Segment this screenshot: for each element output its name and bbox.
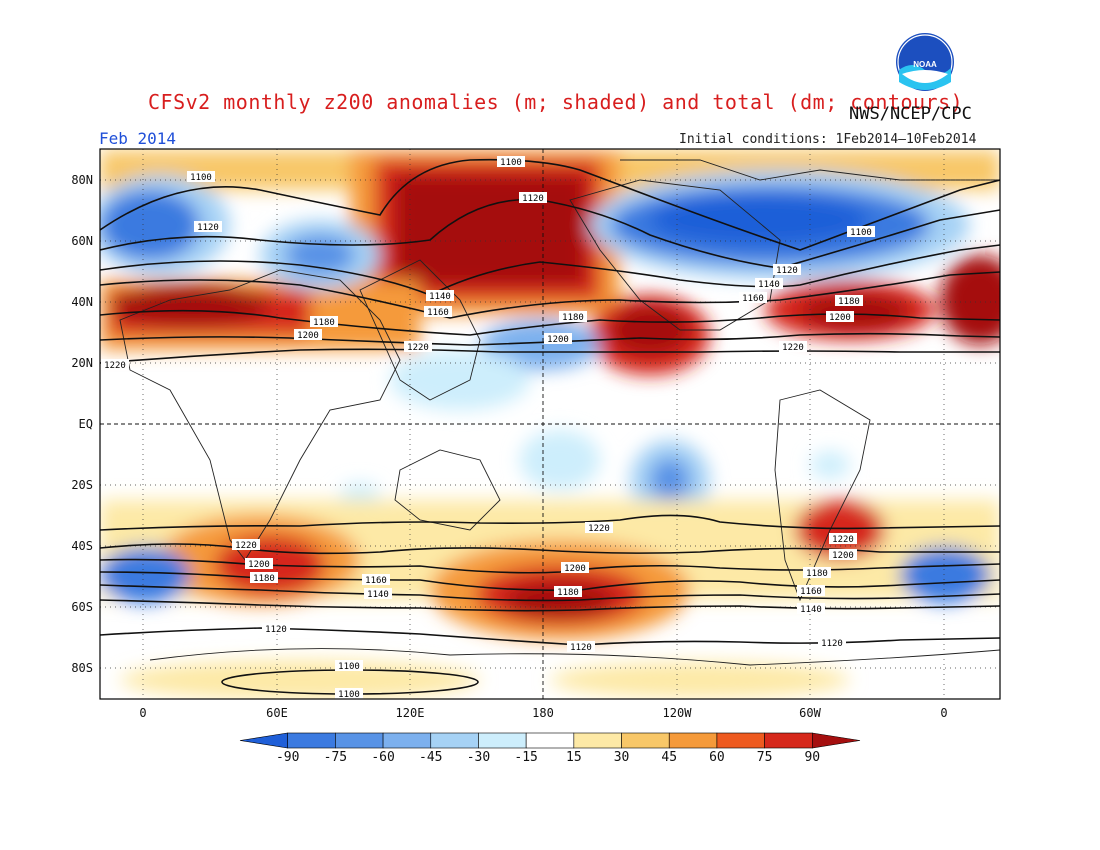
svg-text:1180: 1180 <box>838 297 860 307</box>
lat-label: 20S <box>71 478 93 492</box>
colorbar-swatch <box>716 732 765 749</box>
svg-text:1120: 1120 <box>776 266 798 276</box>
svg-text:1100: 1100 <box>850 228 872 238</box>
svg-text:1180: 1180 <box>806 569 828 579</box>
lat-label: 40N <box>71 295 93 309</box>
colorbar-swatch <box>478 732 527 749</box>
svg-text:1220: 1220 <box>235 541 257 551</box>
svg-text:1100: 1100 <box>500 158 522 168</box>
svg-text:1160: 1160 <box>427 308 449 318</box>
colorbar-swatch <box>764 732 813 749</box>
svg-text:1200: 1200 <box>564 564 586 574</box>
svg-text:1140: 1140 <box>800 605 822 615</box>
colorbar-label: 45 <box>661 750 678 765</box>
lat-label: EQ <box>78 417 93 431</box>
coastlines <box>119 159 1000 666</box>
colorbar-label: -75 <box>323 750 348 765</box>
colorbar-label: -45 <box>419 750 443 765</box>
colorbar <box>239 732 861 749</box>
svg-text:1100: 1100 <box>338 690 360 700</box>
colorbar-label: 75 <box>756 750 773 765</box>
svg-text:1200: 1200 <box>297 331 319 341</box>
reference-lines <box>100 149 1000 699</box>
colorbar-swatch <box>668 732 718 749</box>
chart-title: CFSv2 monthly z200 anomalies (m; shaded)… <box>148 90 964 114</box>
svg-text:1180: 1180 <box>313 318 335 328</box>
lat-label: 60S <box>71 600 93 614</box>
colorbar-label: 90 <box>804 750 821 765</box>
colorbar-swatch <box>335 732 384 749</box>
colorbar-label: 60 <box>709 750 725 765</box>
svg-text:1120: 1120 <box>570 643 592 653</box>
svg-text:1140: 1140 <box>367 590 389 600</box>
lon-label: 120W <box>662 706 692 720</box>
svg-text:1220: 1220 <box>782 343 804 353</box>
lat-label: 20N <box>71 356 93 370</box>
map-border <box>99 148 1001 700</box>
svg-text:1200: 1200 <box>829 313 851 323</box>
svg-text:1180: 1180 <box>253 574 275 584</box>
colorbar-swatch <box>382 732 432 749</box>
colorbar-label: -15 <box>514 750 538 765</box>
svg-text:1140: 1140 <box>429 292 451 302</box>
colorbar-swatch <box>621 732 670 749</box>
svg-text:1200: 1200 <box>248 560 270 570</box>
svg-text:1160: 1160 <box>365 576 387 586</box>
svg-text:1200: 1200 <box>547 335 569 345</box>
svg-text:1160: 1160 <box>742 294 764 304</box>
lon-label: 120E <box>395 706 425 720</box>
lat-label: 80S <box>71 661 93 675</box>
lat-label: 80N <box>71 173 93 187</box>
svg-text:1220: 1220 <box>588 524 610 534</box>
svg-text:1120: 1120 <box>197 223 219 233</box>
svg-text:1180: 1180 <box>562 313 584 323</box>
colorbar-swatch <box>287 732 336 749</box>
colorbar-label: 30 <box>613 750 630 765</box>
svg-text:1100: 1100 <box>338 662 360 672</box>
svg-text:1140: 1140 <box>758 280 780 290</box>
svg-text:1120: 1120 <box>821 639 843 649</box>
colorbar-label: -60 <box>371 750 395 765</box>
lon-label: 0 <box>940 706 948 720</box>
lat-label: 40S <box>71 539 93 553</box>
svg-text:1100: 1100 <box>190 173 212 183</box>
initial-conditions-label: Initial conditions: 1Feb2014–10Feb2014 <box>679 132 977 147</box>
lon-label: 180 <box>532 706 554 720</box>
colorbar-swatch <box>525 732 575 749</box>
colorbar-swatch <box>812 732 861 749</box>
agency-label: NWS/NCEP/CPC <box>849 104 972 124</box>
svg-text:1200: 1200 <box>832 551 854 561</box>
lon-label: 60W <box>799 706 821 720</box>
svg-text:1120: 1120 <box>265 625 287 635</box>
contour-labels-north: 1100 1100 1120 1120 1140 1160 1180 1200 … <box>101 156 875 371</box>
colorbar-swatch <box>430 732 479 749</box>
colorbar-swatch <box>239 732 288 749</box>
colorbar-label: -30 <box>466 750 491 765</box>
period-label: Feb 2014 <box>99 129 177 148</box>
colorbar-label: 15 <box>566 750 582 765</box>
svg-text:1220: 1220 <box>407 343 429 353</box>
lat-label: 60N <box>71 234 93 248</box>
colorbar-swatch <box>573 732 622 749</box>
lon-label: 60E <box>266 706 288 720</box>
svg-text:1120: 1120 <box>522 194 544 204</box>
lon-label: 0 <box>139 706 147 720</box>
contour-labels-south: 1220 1220 1200 1180 1160 1140 1120 1200 … <box>232 522 857 700</box>
svg-text:1180: 1180 <box>557 588 579 598</box>
svg-text:1220: 1220 <box>104 361 126 371</box>
svg-text:1160: 1160 <box>800 587 822 597</box>
svg-text:1220: 1220 <box>832 535 854 545</box>
colorbar-label: -90 <box>275 750 300 765</box>
